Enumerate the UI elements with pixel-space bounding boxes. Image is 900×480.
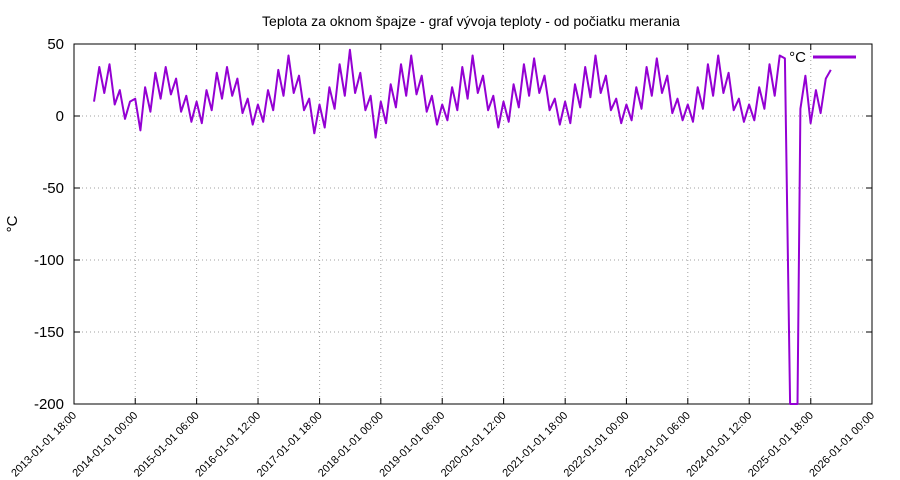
y-axis-label: °C <box>4 215 21 232</box>
y-tick-label: 0 <box>56 108 64 125</box>
y-tick-label: -100 <box>34 252 64 269</box>
data-line <box>93 48 832 405</box>
y-tick-label: 50 <box>47 36 64 53</box>
y-tick-label: -200 <box>34 396 64 413</box>
legend-label: °C <box>789 49 806 66</box>
plot-border <box>73 43 873 405</box>
y-tick-label: -150 <box>34 324 64 341</box>
y-tick-label: -50 <box>42 180 64 197</box>
chart-title: Teplota za oknom špajze - graf vývoja te… <box>262 13 680 29</box>
